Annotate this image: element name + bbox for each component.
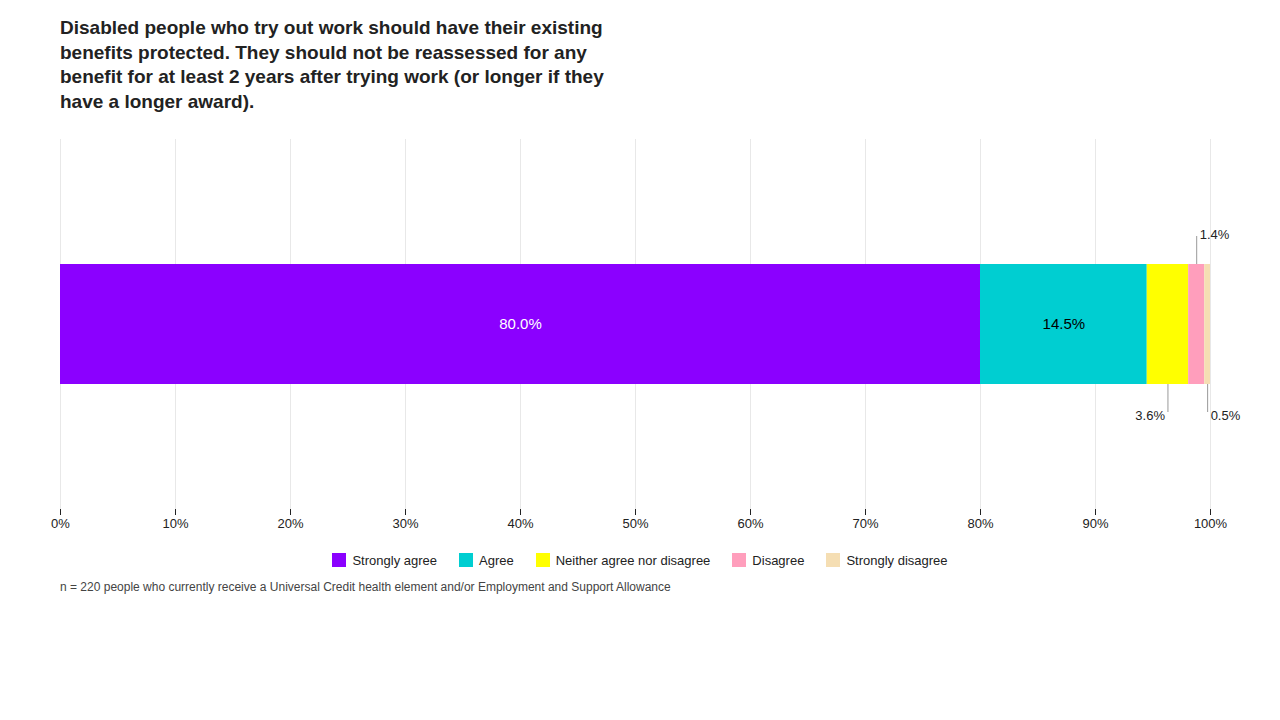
svg-text:14.5%: 14.5% — [1043, 315, 1086, 332]
svg-text:1.4%: 1.4% — [1200, 226, 1230, 241]
svg-text:0.5%: 0.5% — [1211, 407, 1241, 422]
html-text:Strongly disagree: Strongly disagree — [846, 552, 948, 568]
svg-text:30%: 30% — [392, 515, 418, 530]
svg-text:10%: 10% — [162, 515, 188, 530]
svg-text:100%: 100% — [1194, 515, 1228, 530]
html-text:Strongly agree: Strongly agree — [352, 552, 437, 568]
svg-text:3.6%: 3.6% — [1135, 407, 1165, 422]
html-text:Disagree: Disagree — [752, 552, 805, 568]
svg-text:0%: 0% — [51, 515, 70, 530]
html-text:Agree: Agree — [479, 552, 514, 568]
svg-text:90%: 90% — [1082, 515, 1108, 530]
svg-text:70%: 70% — [852, 515, 878, 530]
svg-text:80.0%: 80.0% — [499, 315, 542, 332]
html-text:Disabled people who try out wo: Disabled people who try out work should … — [60, 17, 604, 113]
svg-text:50%: 50% — [622, 515, 648, 530]
svg-text:80%: 80% — [967, 515, 993, 530]
html-text:n = 220 people who currently r: n = 220 people who currently receive a U… — [60, 579, 671, 594]
svg-text:60%: 60% — [737, 515, 763, 530]
html-text:Neither agree nor disagree: Neither agree nor disagree — [555, 552, 711, 568]
svg-text:20%: 20% — [277, 515, 303, 530]
svg-text:40%: 40% — [507, 515, 533, 530]
